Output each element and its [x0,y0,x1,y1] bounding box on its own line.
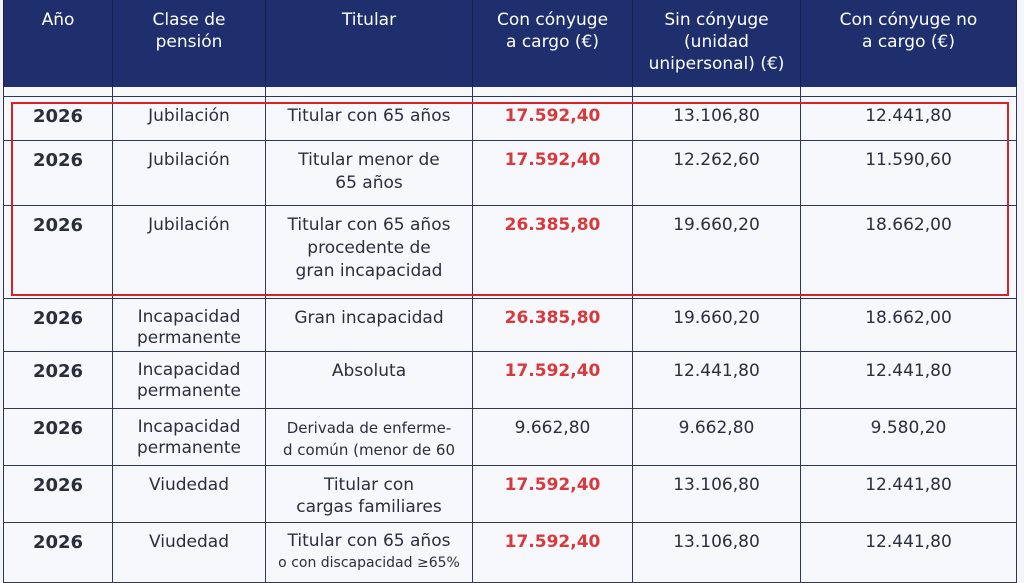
header-without-spouse: Sin cónyuge (unidad unipersonal) (€) [632,0,801,87]
without-spouse-cell: 13.106,80 [632,521,801,583]
table-row: 2026 Incapacidad permanente Derivada de e… [3,407,1017,466]
table-row: 2026 Incapacidad permanente Absoluta 17.5… [3,350,1017,409]
pension-class-cell: Jubilación [112,139,266,206]
without-spouse-cell: 12.441,80 [632,350,801,409]
with-non-dependent-spouse-cell: 12.441,80 [800,350,1017,409]
header-year: Año [3,0,113,87]
with-non-dependent-spouse-cell: 12.441,80 [800,521,1017,583]
pension-class-cell: Jubilación [112,204,266,299]
holder-cell: Titular con 65 años procedente de gran inc… [265,204,473,299]
with-dependent-spouse-cell: 17.592,40 [472,95,633,141]
year-cell: 2026 [3,139,113,206]
table-row: 2026 Incapacidad permanente Gran incapaci… [3,297,1017,352]
pension-class-cell: Viudedad [112,464,266,523]
pension-class-cell: Viudedad [112,521,266,583]
with-non-dependent-spouse-cell: 18.662,00 [800,204,1017,299]
without-spouse-cell: 13.106,80 [632,464,801,523]
pension-class-cell: Incapacidad permanente [112,407,266,466]
with-dependent-spouse-cell: 17.592,40 [472,464,633,523]
with-non-dependent-spouse-cell: 11.590,60 [800,139,1017,206]
with-dependent-spouse-cell: 17.592,40 [472,350,633,409]
with-dependent-spouse-cell: 26.385,80 [472,297,633,352]
year-cell: 2026 [3,350,113,409]
spacer-row [3,87,1017,96]
header-with-dependent-spouse: Con cónyuge a cargo (€) [472,0,633,87]
pension-class-cell: Incapacidad permanente [112,297,266,352]
holder-cell: Titular con cargas familiares [265,464,473,523]
with-non-dependent-spouse-cell: 18.662,00 [800,297,1017,352]
with-dependent-spouse-cell: 26.385,80 [472,204,633,299]
with-dependent-spouse-cell: 17.592,40 [472,521,633,583]
pension-class-cell: Incapacidad permanente [112,350,266,409]
with-dependent-spouse-cell: 17.592,40 [472,139,633,206]
pension-minimums-table: Año Clase de pensión Titular Con cónyuge a… [3,0,1017,583]
year-cell: 2026 [3,521,113,583]
holder-cell: Gran incapacidad [265,297,473,352]
header-row: Año Clase de pensión Titular Con cónyuge a… [3,0,1017,87]
table-row: 2026 Viudedad Titular con cargas familiar… [3,464,1017,523]
without-spouse-cell: 19.660,20 [632,204,801,299]
header-pension-class: Clase de pensión [112,0,266,87]
holder-cell: Titular con 65 años o con discapacidad ≥6… [265,521,473,583]
year-cell: 2026 [3,407,113,466]
without-spouse-cell: 12.262,60 [632,139,801,206]
header-with-non-dependent-spouse: Con cónyuge no a cargo (€) [800,0,1017,87]
year-cell: 2026 [3,464,113,523]
with-non-dependent-spouse-cell: 12.441,80 [800,464,1017,523]
with-non-dependent-spouse-cell: 9.580,20 [800,407,1017,466]
year-cell: 2026 [3,95,113,141]
without-spouse-cell: 19.660,20 [632,297,801,352]
header-holder: Titular [265,0,473,87]
holder-cell: Titular menor de 65 años [265,139,473,206]
without-spouse-cell: 9.662,80 [632,407,801,466]
table-row: 2026 Jubilación Titular con 65 años proce… [3,204,1017,299]
holder-cell: Derivada de enferme-d común (menor de 60 [265,407,473,466]
year-cell: 2026 [3,297,113,352]
holder-cell: Absoluta [265,350,473,409]
table-row: 2026 Viudedad Titular con 65 años o con d… [3,521,1017,583]
pension-table-container: Año Clase de pensión Titular Con cónyuge a… [3,0,1017,583]
table-row: 2026 Jubilación Titular con 65 años 17.5… [3,95,1017,141]
year-cell: 2026 [3,204,113,299]
without-spouse-cell: 13.106,80 [632,95,801,141]
table-row: 2026 Jubilación Titular menor de 65 años … [3,139,1017,206]
with-dependent-spouse-cell: 9.662,80 [472,407,633,466]
with-non-dependent-spouse-cell: 12.441,80 [800,95,1017,141]
pension-class-cell: Jubilación [112,95,266,141]
holder-cell: Titular con 65 años [265,95,473,141]
